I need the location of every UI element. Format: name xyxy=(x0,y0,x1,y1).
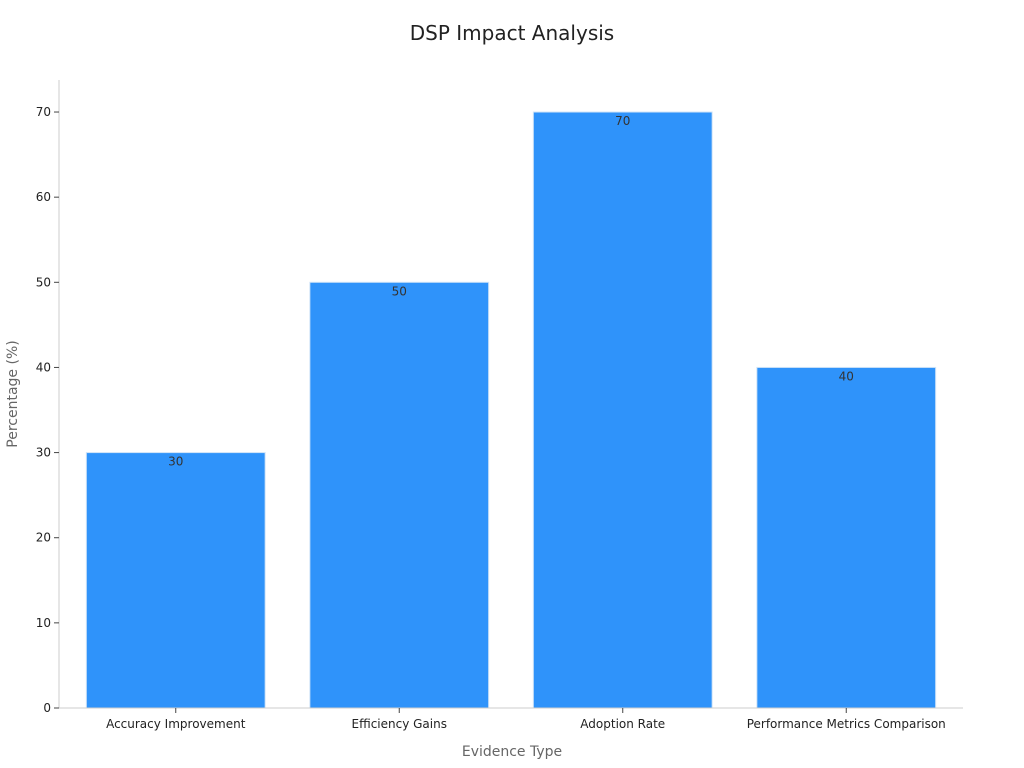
y-tick-label: 0 xyxy=(43,701,51,715)
x-tick-label: Performance Metrics Comparison xyxy=(747,717,946,731)
x-axis: Accuracy Improvement Efficiency Gains Adop… xyxy=(59,707,963,731)
y-tick-label: 30 xyxy=(36,446,51,460)
data-label: 50 xyxy=(392,284,407,298)
data-label: 40 xyxy=(839,369,854,383)
bar xyxy=(532,111,713,709)
x-tick-label: Accuracy Improvement xyxy=(106,717,246,731)
chart-title: DSP Impact Analysis xyxy=(410,21,614,45)
data-label: 30 xyxy=(168,455,183,469)
y-tick-label: 10 xyxy=(36,616,51,630)
bar xyxy=(85,452,266,709)
y-tick-label: 40 xyxy=(36,360,51,374)
x-tick-label: Efficiency Gains xyxy=(352,717,447,731)
y-axis-label: Percentage (%) xyxy=(5,340,21,447)
bar xyxy=(756,366,937,709)
y-tick-label: 50 xyxy=(36,275,51,289)
data-label: 70 xyxy=(615,114,630,128)
y-tick-label: 60 xyxy=(36,190,51,204)
y-tick-label: 20 xyxy=(36,531,51,545)
x-tick-label: Adoption Rate xyxy=(580,717,665,731)
y-tick-label: 70 xyxy=(36,105,51,119)
x-axis-label: Evidence Type xyxy=(462,744,562,760)
bar xyxy=(309,281,490,709)
y-axis: 0 10 20 30 40 50 60 70 xyxy=(36,80,60,715)
bars-group: 30 50 70 40 xyxy=(85,111,937,709)
